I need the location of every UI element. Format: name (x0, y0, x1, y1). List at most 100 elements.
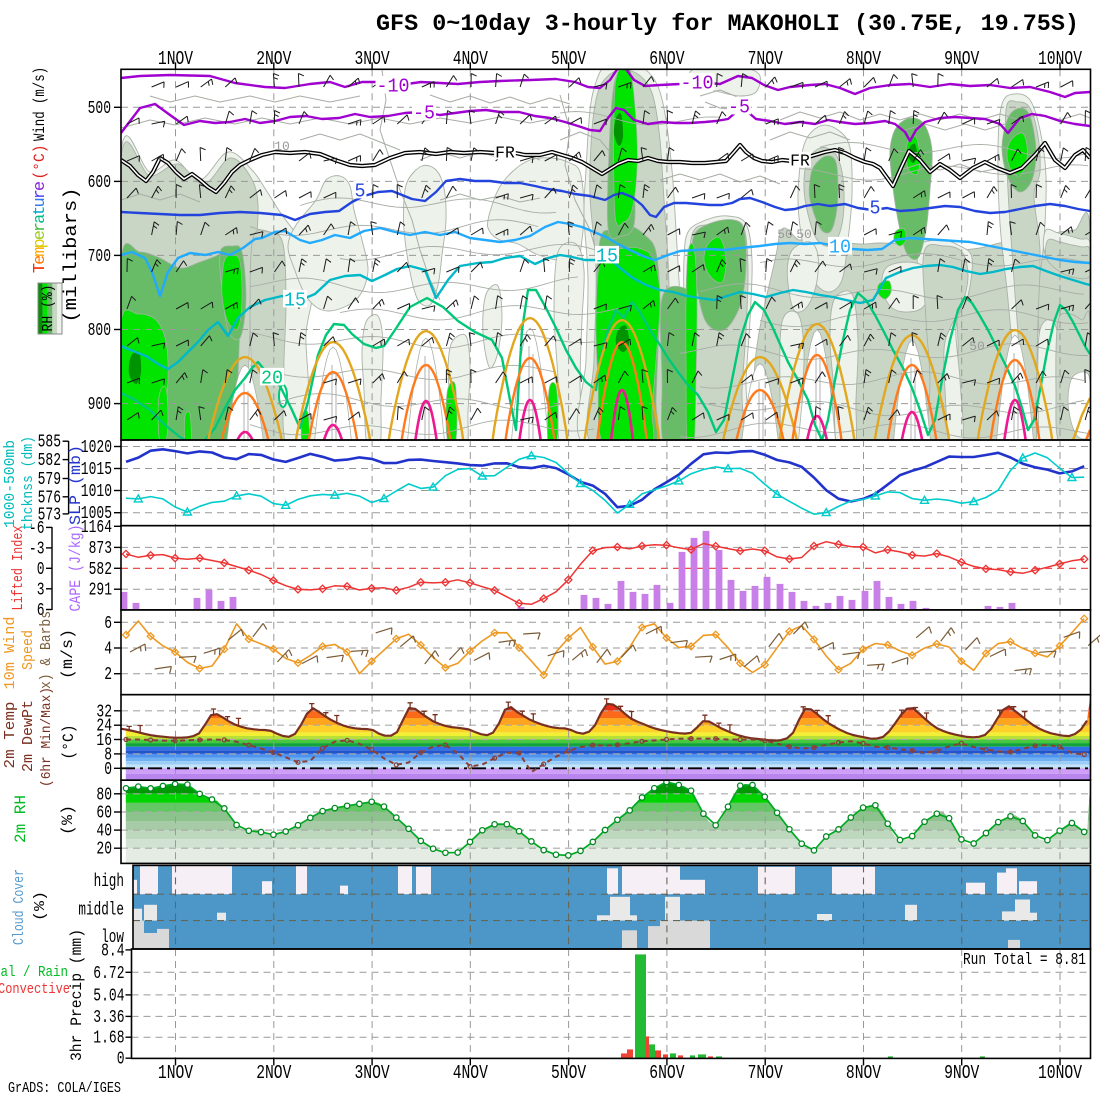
svg-text:873: 873 (89, 539, 112, 559)
svg-text:1.68: 1.68 (93, 1029, 124, 1049)
svg-text:e: e (31, 230, 50, 240)
svg-text:0: 0 (104, 760, 112, 780)
svg-text:3hr Precip (mm): 3hr Precip (mm) (68, 929, 86, 1061)
svg-text:8.4: 8.4 (101, 941, 124, 961)
svg-text:1000-500mb: 1000-500mb (2, 440, 19, 528)
svg-text:500: 500 (88, 99, 111, 119)
svg-text:800: 800 (88, 321, 111, 341)
svg-text:700: 700 (88, 247, 111, 267)
svg-text:6.72: 6.72 (93, 964, 124, 984)
svg-text:8NOV: 8NOV (846, 48, 882, 70)
svg-text:SLP (mb): SLP (mb) (67, 445, 85, 525)
svg-text:Convective: Convective (0, 981, 70, 998)
svg-text:a: a (31, 214, 50, 224)
svg-text:2NOV: 2NOV (256, 48, 292, 70)
svg-text:60: 60 (96, 804, 112, 824)
svg-text:4NOV: 4NOV (453, 48, 489, 70)
svg-text:t: t (31, 205, 50, 215)
svg-text:15: 15 (284, 289, 306, 311)
svg-text:50: 50 (969, 339, 985, 354)
svg-text:GFS 0~10day 3-hourly for MAKOH: GFS 0~10day 3-hourly for MAKOHOLI (30.75… (376, 11, 1079, 37)
svg-text:16: 16 (96, 731, 112, 751)
svg-text:9NOV: 9NOV (944, 48, 980, 70)
svg-text:1NOV: 1NOV (158, 48, 194, 70)
svg-text:2m RH: 2m RH (12, 795, 30, 843)
svg-text:7NOV: 7NOV (748, 48, 784, 70)
svg-text:2m Temp: 2m Temp (2, 702, 19, 769)
svg-text:2m DewPt: 2m DewPt (20, 700, 37, 772)
svg-text:10NOV: 10NOV (1038, 1062, 1082, 1084)
svg-text:6NOV: 6NOV (649, 48, 685, 70)
svg-text:middle: middle (78, 901, 124, 921)
svg-text:3NOV: 3NOV (355, 48, 391, 70)
svg-text:GrADS: COLA/IGES: GrADS: COLA/IGES (8, 1080, 121, 1097)
svg-text:(%): (%) (59, 805, 77, 835)
svg-text:FR: FR (790, 153, 810, 172)
svg-text:2: 2 (104, 665, 112, 685)
svg-text:5: 5 (869, 197, 880, 219)
svg-text:576: 576 (38, 488, 61, 508)
svg-text:600: 600 (88, 173, 111, 193)
svg-text:8NOV: 8NOV (846, 1062, 882, 1084)
svg-text:FR: FR (495, 145, 515, 164)
svg-text:3NOV: 3NOV (355, 1062, 391, 1084)
svg-text:CAPE (J/kg): CAPE (J/kg) (67, 525, 85, 612)
svg-text:3: 3 (37, 580, 45, 600)
svg-text:r: r (31, 222, 50, 232)
svg-text:582: 582 (38, 451, 61, 471)
svg-text:(millibars): (millibars) (62, 188, 82, 323)
svg-text:p: p (31, 238, 50, 248)
svg-text:thcknss (dm): thcknss (dm) (20, 436, 37, 530)
svg-text:e: e (31, 181, 50, 191)
svg-text:Lifted Index: Lifted Index (10, 526, 27, 611)
svg-text:low: low (101, 928, 124, 948)
svg-text:6: 6 (104, 614, 112, 634)
svg-text:Speed: Speed (20, 630, 37, 670)
svg-text:5: 5 (354, 180, 365, 202)
svg-text:r: r (31, 189, 50, 199)
svg-text:(m/s): (m/s) (59, 629, 77, 679)
svg-text:10: 10 (829, 236, 851, 258)
svg-text:x) & Barbs: x) & Barbs (38, 611, 55, 689)
svg-text:6NOV: 6NOV (649, 1062, 685, 1084)
svg-text:Cloud Cover: Cloud Cover (11, 869, 28, 945)
svg-text:high: high (94, 872, 124, 892)
svg-text:80: 80 (96, 785, 112, 805)
svg-text:Run Total = 8.81: Run Total = 8.81 (963, 951, 1086, 970)
svg-text:2NOV: 2NOV (256, 1062, 292, 1084)
svg-text:(°C): (°C) (60, 725, 78, 760)
svg-text:-10: -10 (376, 75, 409, 97)
svg-text:T: T (31, 263, 50, 273)
svg-text:291: 291 (89, 581, 112, 601)
svg-text:32: 32 (96, 702, 112, 722)
svg-text:9NOV: 9NOV (944, 1062, 980, 1084)
svg-text:40: 40 (96, 822, 112, 842)
svg-text:579: 579 (38, 470, 61, 490)
svg-text:585: 585 (38, 433, 61, 453)
svg-text:8: 8 (104, 745, 112, 765)
svg-text:4: 4 (104, 640, 112, 660)
svg-text:3.36: 3.36 (93, 1008, 124, 1028)
svg-text:20: 20 (261, 367, 283, 389)
svg-text:5NOV: 5NOV (551, 48, 587, 70)
svg-text:Wind (m/s): Wind (m/s) (31, 67, 49, 141)
svg-text:-3: -3 (29, 539, 45, 559)
svg-text:5NOV: 5NOV (551, 1062, 587, 1084)
svg-text:10NOV: 10NOV (1038, 48, 1082, 70)
svg-text:(°C): (°C) (31, 145, 49, 180)
svg-text:-10: -10 (680, 72, 713, 94)
svg-text:m: m (31, 246, 50, 256)
svg-text:u: u (31, 197, 50, 207)
svg-text:0: 0 (117, 1050, 125, 1070)
svg-text:(%): (%) (32, 891, 49, 921)
svg-text:RH (%): RH (%) (40, 285, 57, 332)
svg-text:1164: 1164 (81, 518, 112, 538)
svg-text:-5: -5 (413, 102, 435, 124)
svg-text:50: 50 (796, 227, 812, 242)
svg-text:1020: 1020 (81, 438, 112, 458)
svg-text:6: 6 (37, 601, 45, 621)
svg-text:Total / Rain: Total / Rain (0, 964, 68, 981)
svg-text:7NOV: 7NOV (748, 1062, 784, 1084)
svg-text:1015: 1015 (81, 460, 112, 480)
svg-text:900: 900 (88, 395, 111, 415)
